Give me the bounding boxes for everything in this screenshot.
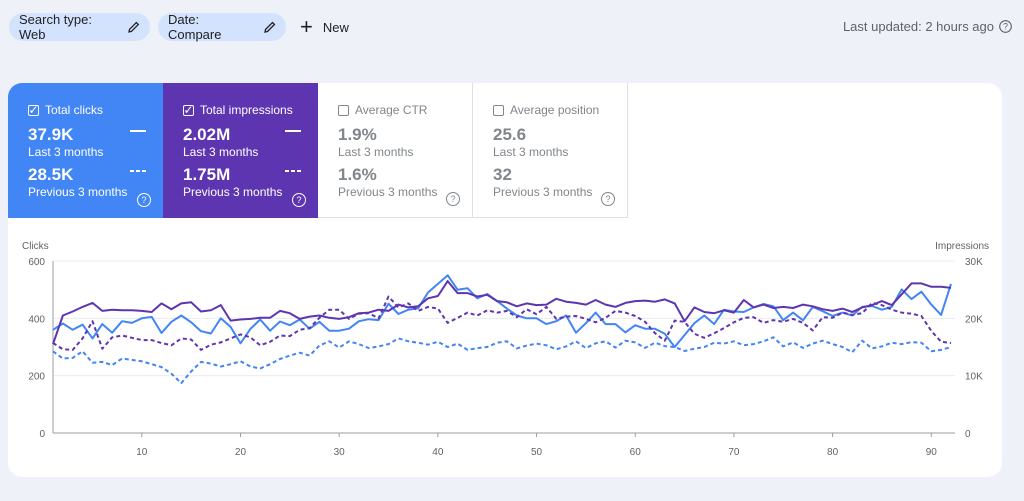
metric-previous-period: Previous 3 months xyxy=(183,185,283,199)
metric-current-value: 25.6 xyxy=(493,125,527,144)
metric-previous-value: 1.75M xyxy=(183,165,231,184)
left-tick-label: 200 xyxy=(28,372,45,383)
date-filter-label: Date: Compare xyxy=(168,12,222,42)
metric-current-value: 1.9% xyxy=(338,125,377,144)
x-tick-label: 70 xyxy=(728,447,740,458)
metric-current-period: Last 3 months xyxy=(28,145,104,159)
left-tick-label: 400 xyxy=(28,314,45,325)
metric-current-period: Last 3 months xyxy=(183,145,259,159)
x-tick-label: 50 xyxy=(531,447,543,458)
solid-line-legend-icon xyxy=(285,130,301,132)
metric-previous-value: 28.5K xyxy=(28,165,74,184)
help-icon[interactable]: ? xyxy=(137,193,151,207)
clicks-current-line xyxy=(52,274,952,348)
left-axis-label: Clicks xyxy=(22,241,49,252)
new-filter-label: New xyxy=(322,19,349,35)
x-tick-label: 90 xyxy=(926,447,938,458)
last-updated-status: Last updated: 2 hours ago ? xyxy=(843,19,1012,34)
x-tick-label: 40 xyxy=(432,447,444,458)
dashed-line-legend-icon xyxy=(130,170,147,172)
right-tick-label: 10K xyxy=(965,372,983,383)
clicks-previous-line xyxy=(52,336,952,385)
checkbox-unchecked-icon[interactable] xyxy=(338,104,349,116)
svg-text:?: ? xyxy=(1003,22,1008,32)
left-tick-label: 0 xyxy=(39,429,45,440)
edit-pencil-icon xyxy=(264,21,276,33)
performance-card: ✓ Total clicks 37.9K Last 3 months 28.5K … xyxy=(8,83,1002,477)
metric-title: Total impressions xyxy=(200,103,293,117)
search-type-filter-chip[interactable]: Search type: Web xyxy=(9,12,150,42)
impressions-previous-line xyxy=(52,295,952,351)
metric-previous-period: Previous 3 months xyxy=(493,185,593,199)
metric-title: Average position xyxy=(510,103,600,117)
metric-title: Average CTR xyxy=(355,103,428,117)
x-tick-label: 80 xyxy=(827,447,839,458)
metric-average-position[interactable]: Average position 25.6 Last 3 months 32 P… xyxy=(473,83,628,218)
metric-current-period: Last 3 months xyxy=(338,145,414,159)
new-filter-button[interactable]: + New xyxy=(300,13,349,41)
metric-average-ctr[interactable]: Average CTR 1.9% Last 3 months 1.6% Prev… xyxy=(318,83,473,218)
help-icon[interactable]: ? xyxy=(999,20,1012,33)
x-tick-label: 10 xyxy=(136,447,148,458)
metric-total-impressions[interactable]: ✓ Total impressions 2.02M Last 3 months 1… xyxy=(163,83,318,218)
x-tick-label: 20 xyxy=(235,447,247,458)
solid-line-legend-icon xyxy=(130,130,146,132)
metric-current-value: 37.9K xyxy=(28,125,74,144)
metric-total-clicks[interactable]: ✓ Total clicks 37.9K Last 3 months 28.5K … xyxy=(8,83,163,218)
last-updated-text: Last updated: 2 hours ago xyxy=(842,19,994,34)
x-tick-label: 60 xyxy=(630,447,642,458)
checkbox-unchecked-icon[interactable] xyxy=(493,104,504,116)
plus-icon: + xyxy=(300,14,313,39)
right-tick-label: 30K xyxy=(965,257,983,268)
edit-pencil-icon xyxy=(128,21,140,33)
metric-current-value: 2.02M xyxy=(183,125,231,144)
metric-previous-value: 1.6% xyxy=(338,165,377,184)
metric-previous-period: Previous 3 months xyxy=(28,185,128,199)
help-icon[interactable]: ? xyxy=(601,192,615,206)
left-tick-label: 600 xyxy=(28,257,45,268)
date-filter-chip[interactable]: Date: Compare xyxy=(158,12,286,42)
metric-title: Total clicks xyxy=(45,103,104,117)
right-tick-label: 0 xyxy=(965,429,971,440)
performance-line-chart[interactable]: Clicks Impressions 0 0 200 10K 400 20K 600 30K 1… xyxy=(8,83,1002,477)
metric-previous-period: Previous 3 months xyxy=(338,185,438,199)
impressions-current-line xyxy=(52,280,952,345)
metric-previous-value: 32 xyxy=(493,165,512,184)
x-tick-label: 30 xyxy=(334,447,346,458)
right-tick-label: 20K xyxy=(965,314,983,325)
metric-current-period: Last 3 months xyxy=(493,145,569,159)
checkbox-checked-icon[interactable]: ✓ xyxy=(183,103,194,117)
checkbox-checked-icon[interactable]: ✓ xyxy=(28,103,39,117)
help-icon[interactable]: ? xyxy=(446,192,460,206)
search-type-label: Search type: Web xyxy=(19,12,92,42)
dashed-line-legend-icon xyxy=(285,170,302,172)
help-icon[interactable]: ? xyxy=(292,193,306,207)
right-axis-label: Impressions xyxy=(935,241,989,252)
